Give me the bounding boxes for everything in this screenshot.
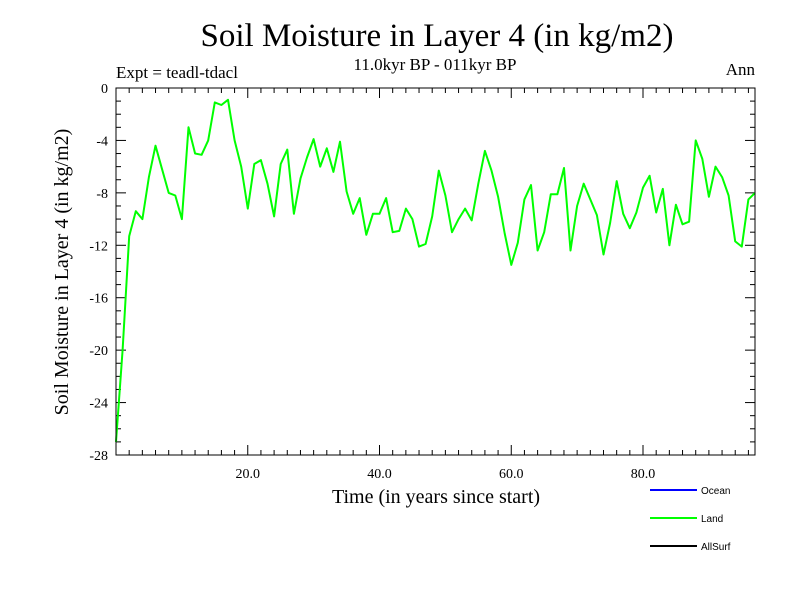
- axis-tick-labels: 0 -4 -8 -12 -16 -20 -24 -28 20.0 40.0 60.0 80.0: [89, 82, 655, 482]
- x-axis-label: Time (in years since start): [332, 486, 540, 508]
- legend-label-ocean: Ocean: [701, 486, 730, 497]
- series-line-land: [115, 98, 756, 442]
- axis-ticks: [116, 87, 755, 456]
- series-lines: [115, 98, 756, 442]
- legend: Ocean Land AllSurf: [650, 486, 731, 553]
- y-tick-label: -4: [96, 134, 108, 149]
- x-tick-label: 60.0: [499, 467, 524, 482]
- x-tick-label: 20.0: [236, 467, 261, 482]
- y-tick-label: -16: [89, 292, 108, 307]
- y-tick-label: -24: [89, 397, 108, 412]
- legend-label-land: Land: [701, 514, 723, 525]
- y-tick-label: 0: [101, 82, 108, 97]
- x-tick-label: 40.0: [367, 467, 392, 482]
- experiment-label: Expt = teadl-tdacl: [116, 63, 238, 82]
- y-tick-label: -28: [89, 449, 108, 464]
- y-tick-label: -20: [89, 344, 108, 359]
- y-axis-label: Soil Moisture in Layer 4 (in kg/m2): [51, 129, 73, 416]
- legend-label-allsurf: AllSurf: [701, 542, 731, 553]
- chart-title: Soil Moisture in Layer 4 (in kg/m2): [201, 18, 674, 54]
- plot-frame: [115, 87, 756, 456]
- x-tick-label: 80.0: [631, 467, 656, 482]
- chart-subtitle: 11.0kyr BP - 011kyr BP: [354, 55, 517, 74]
- period-label: Ann: [726, 60, 756, 79]
- y-tick-label: -8: [96, 187, 108, 202]
- y-tick-label: -12: [89, 239, 108, 254]
